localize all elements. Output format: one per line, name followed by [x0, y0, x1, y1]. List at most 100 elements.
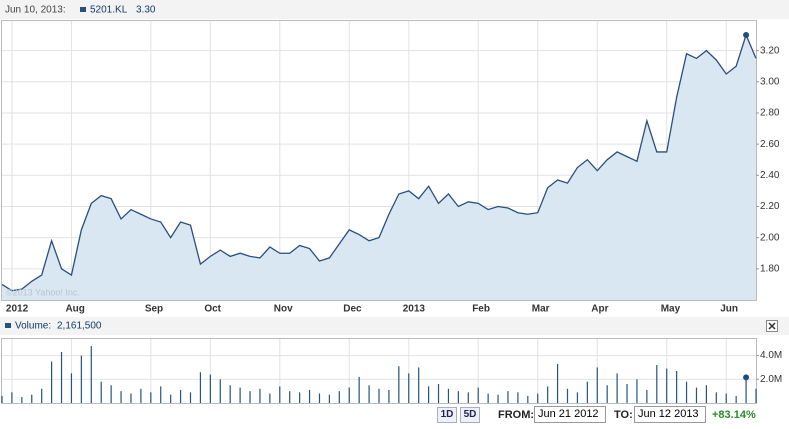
volume-bar: [239, 387, 241, 403]
volume-bar: [735, 395, 737, 403]
volume-bar: [437, 384, 440, 403]
header-bar: [0, 0, 789, 19]
volume-bar: [666, 368, 668, 403]
volume-bar: [31, 394, 33, 403]
volume-bar: [100, 381, 102, 403]
volume-bar: [51, 361, 53, 403]
volume-bar: [11, 392, 13, 403]
price-frame: [1, 20, 757, 301]
volume-bar: [418, 367, 420, 403]
to-label: TO:: [614, 409, 633, 421]
volume-bar: [269, 393, 271, 403]
date-label: Jun 10, 2013:: [5, 5, 66, 16]
close-button[interactable]: [766, 320, 778, 332]
y-tick-label: 2.60: [760, 139, 780, 150]
volume-bar: [130, 393, 132, 403]
volume-bar: [219, 379, 221, 403]
volume-bar: [745, 377, 747, 403]
volume-bar: [556, 363, 559, 403]
volume-bar: [656, 365, 658, 403]
legend-swatch: [80, 7, 86, 12]
volume-bar: [586, 381, 588, 403]
volume-bar: [259, 388, 261, 403]
volume-bar: [179, 389, 182, 403]
volume-bar: [428, 386, 430, 403]
x-tick-label: May: [661, 304, 681, 315]
x-tick-label: Apr: [591, 304, 608, 315]
to-input[interactable]: Jun 12 2013: [634, 406, 706, 423]
volume-bar: [715, 392, 717, 403]
volume-bar: [616, 373, 618, 403]
range-button[interactable]: 5D: [460, 407, 480, 423]
volume-bar: [408, 373, 410, 403]
volume-bar: [676, 371, 678, 403]
volume-bar: [705, 385, 707, 403]
volume-bar: [318, 393, 321, 403]
volume-bar: [160, 386, 162, 403]
x-tick-label: Jun: [720, 304, 738, 315]
volume-bar: [70, 373, 73, 403]
volume-bar: [229, 385, 231, 403]
volume-bar: [755, 388, 757, 403]
y-tick-label: 1.80: [760, 263, 780, 274]
from-input[interactable]: Jun 21 2012: [534, 406, 606, 423]
x-tick-label: Dec: [343, 304, 362, 315]
volume-bar: [547, 386, 549, 403]
volume-bar: [646, 389, 648, 403]
volume-bar: [170, 394, 172, 403]
volume-bar: [41, 388, 43, 403]
x-tick-label: Feb: [472, 304, 490, 315]
x-tick-label: Nov: [274, 304, 293, 315]
volume-bar: [576, 392, 579, 403]
volume-bar: [249, 391, 251, 403]
volume-bar: [80, 355, 82, 403]
volume-bar: [636, 379, 638, 403]
volume-bar: [140, 388, 142, 403]
x-tick-label: 2013: [403, 304, 426, 315]
volume-frame: [1, 338, 757, 404]
legend-swatch: [5, 323, 11, 328]
volume-bar: [209, 374, 211, 403]
volume-bar: [447, 388, 450, 403]
volume-bar: [279, 386, 281, 403]
volume-bar: [21, 397, 23, 403]
volume-bar: [388, 389, 390, 403]
x-tick-label: 2012: [6, 304, 29, 315]
legend-value: 2,161,500: [57, 321, 102, 332]
volume-bar: [368, 385, 370, 403]
volume-bar: [90, 346, 92, 403]
volume-bar: [328, 394, 330, 403]
x-tick-label: Mar: [532, 304, 550, 315]
volume-bar: [1, 395, 3, 403]
change-percent: +83.14%: [712, 409, 756, 421]
volume-bar: [517, 392, 519, 403]
volume-bar: [467, 392, 469, 403]
volume-bar: [725, 393, 727, 403]
x-tick-label: Aug: [65, 304, 84, 315]
range-button[interactable]: 1D: [437, 407, 457, 423]
volume-bar: [497, 394, 499, 403]
volume-bar: [507, 391, 509, 403]
volume-bar: [199, 372, 202, 403]
y-tick-label: 2.40: [760, 170, 780, 181]
legend-value: 3.30: [136, 5, 156, 16]
volume-bar: [308, 389, 311, 403]
volume-bar: [150, 392, 152, 403]
volume-bar: [299, 392, 301, 403]
area: [2, 35, 756, 301]
volume-bar: [338, 391, 340, 403]
volume-bar: [596, 367, 598, 403]
volume-bar: [527, 395, 529, 403]
volume-bar: [537, 393, 539, 403]
volume-bar: [348, 387, 350, 403]
watermark: ©2013 Yahoo! Inc.: [6, 287, 80, 297]
y-tick-label: 3.20: [760, 45, 780, 56]
volume-bar: [289, 391, 291, 403]
volume-bar: [398, 366, 400, 403]
y-tick-label: 3.00: [760, 76, 780, 87]
volume-bar: [606, 385, 608, 403]
y-tick-label: 2.20: [760, 201, 780, 212]
y-tick-label: 2.00: [760, 232, 780, 243]
